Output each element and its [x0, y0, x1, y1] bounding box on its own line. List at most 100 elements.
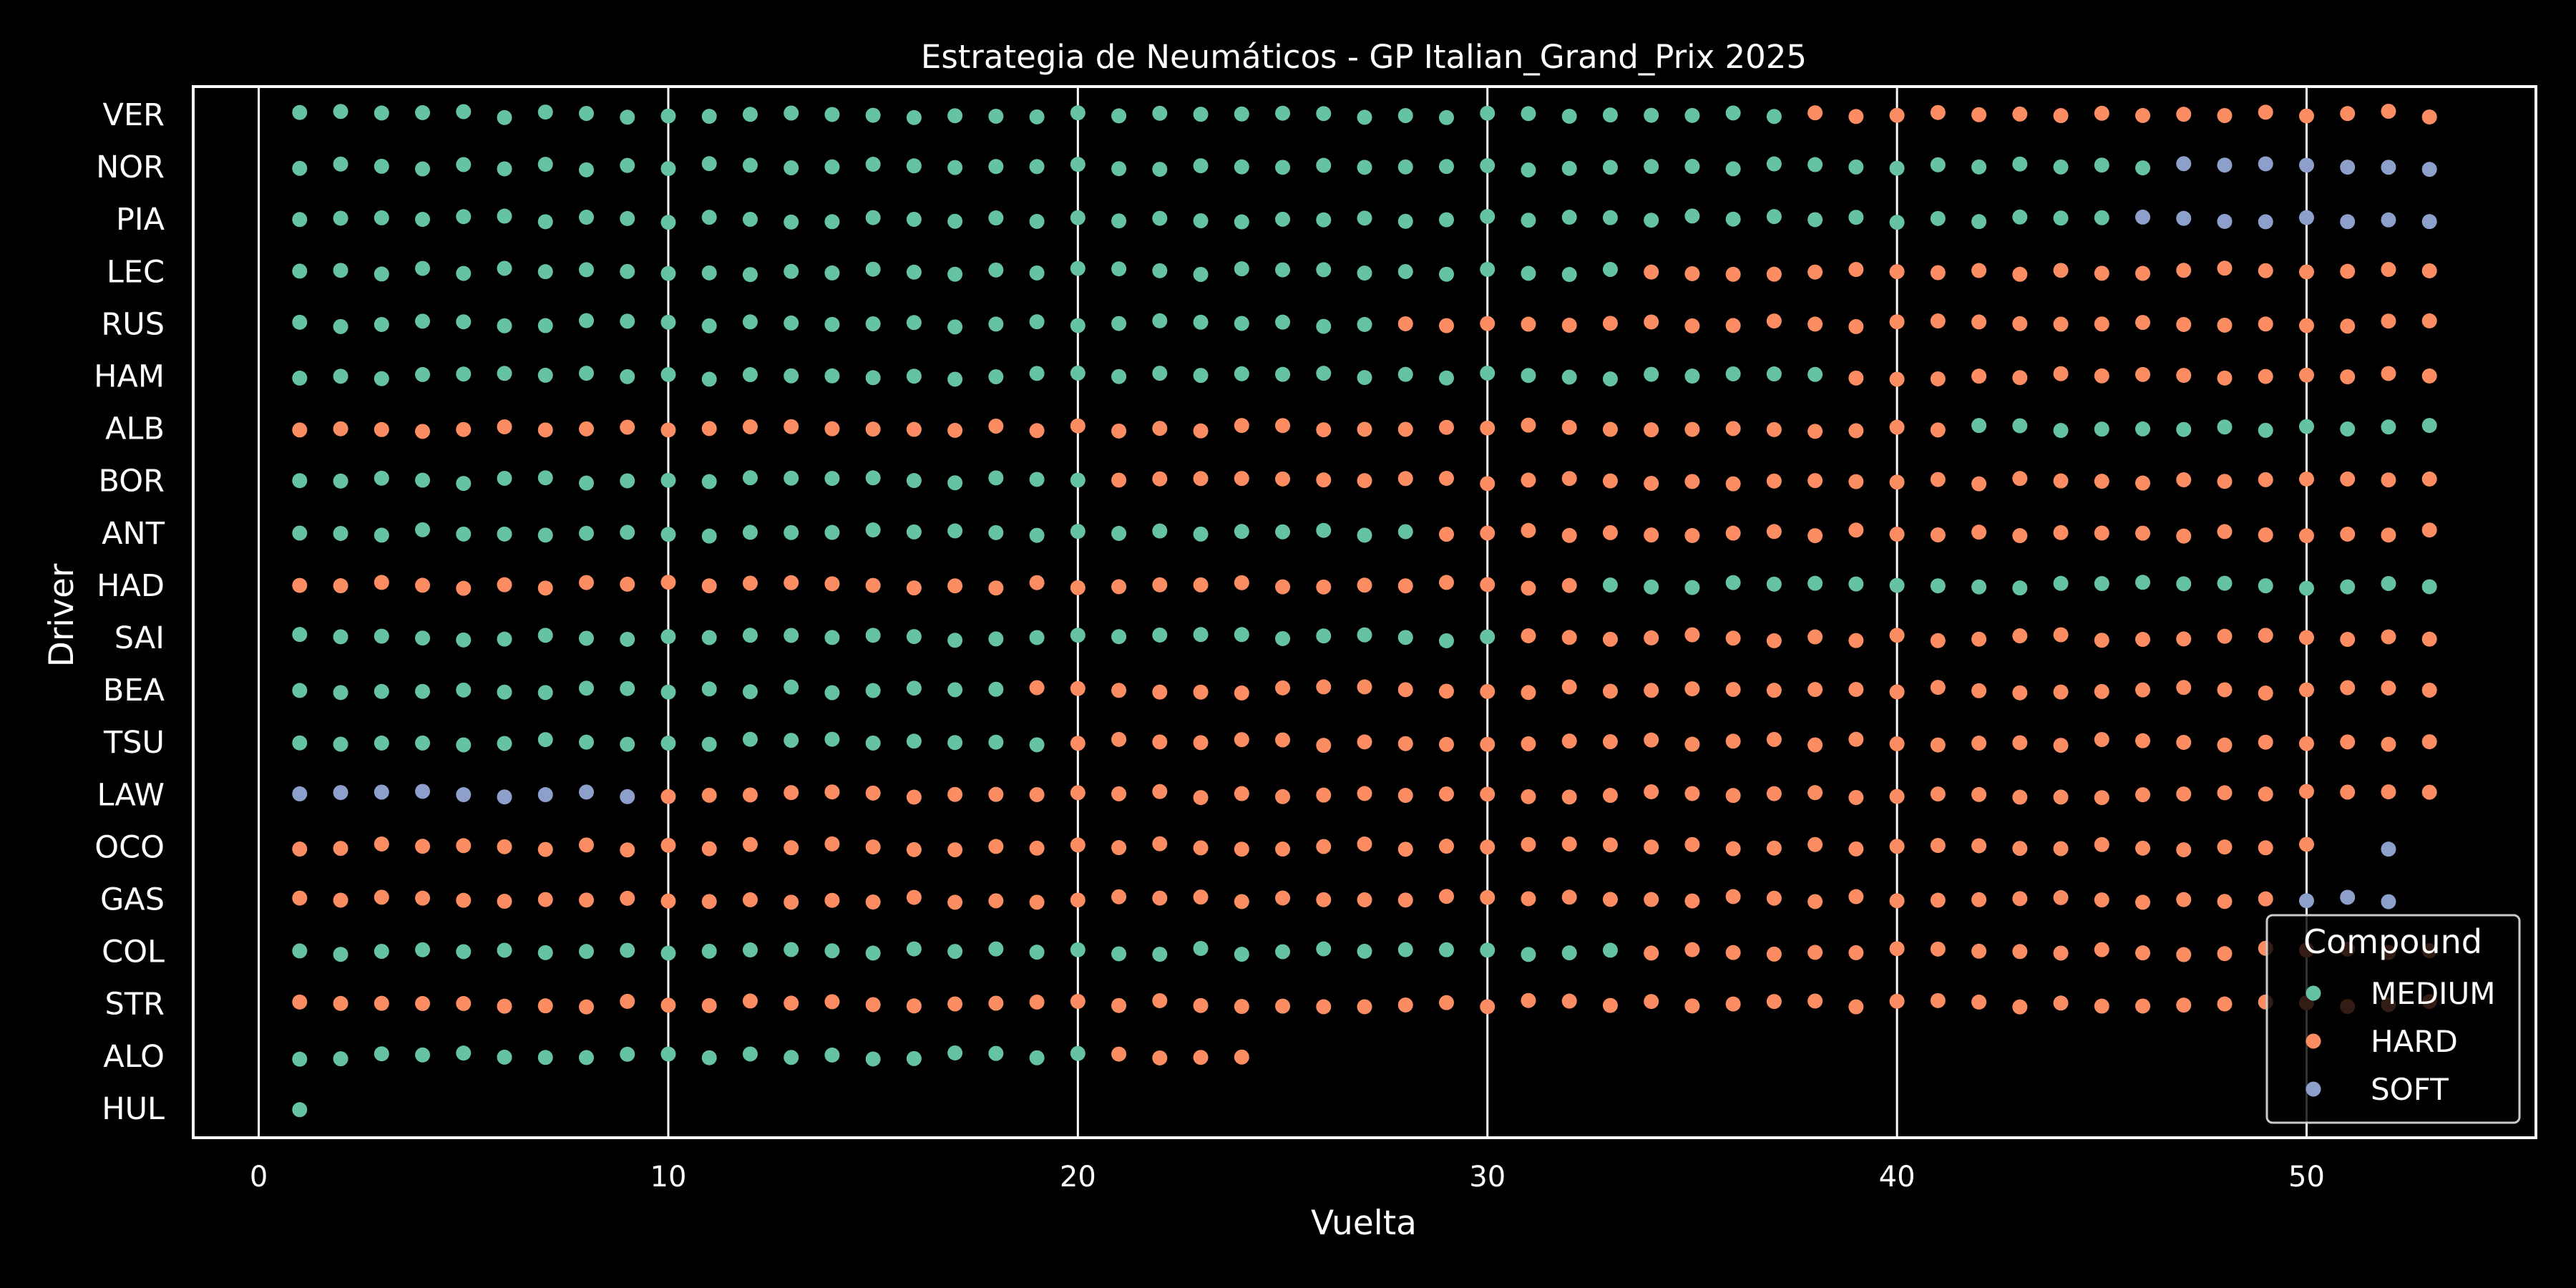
lap-point-oco-41-hard: [1930, 838, 1946, 854]
lap-point-ant-2-medium: [333, 525, 348, 541]
lap-point-pia-39-medium: [1848, 210, 1864, 225]
lap-point-tsu-6-medium: [497, 736, 512, 751]
lap-point-pia-26-medium: [1316, 212, 1332, 228]
lap-point-bor-24-hard: [1234, 471, 1249, 487]
lap-point-ver-1-medium: [292, 104, 308, 120]
lap-point-sai-38-hard: [1807, 629, 1823, 645]
lap-point-alb-48-medium: [2217, 419, 2233, 435]
lap-point-nor-1-medium: [292, 160, 308, 176]
lap-point-lec-26-medium: [1316, 262, 1332, 278]
lap-point-str-35-hard: [1684, 998, 1700, 1014]
lap-point-sai-49-hard: [2258, 628, 2273, 643]
lap-point-sai-34-hard: [1644, 630, 1659, 645]
lap-point-rus-51-hard: [2340, 318, 2356, 334]
lap-point-col-30-medium: [1480, 942, 1496, 958]
lap-point-tsu-44-hard: [2053, 738, 2069, 753]
lap-point-bor-8-medium: [578, 475, 594, 491]
lap-point-gas-8-hard: [578, 892, 594, 908]
lap-point-alo-6-medium: [497, 1049, 512, 1065]
lap-point-sai-2-medium: [333, 629, 348, 645]
lap-point-alb-19-hard: [1029, 423, 1045, 439]
lap-point-bor-48-hard: [2217, 474, 2233, 489]
lap-point-pia-18-medium: [988, 210, 1004, 226]
lap-point-ant-24-medium: [1234, 524, 1249, 540]
lap-point-ver-48-hard: [2217, 108, 2233, 124]
lap-point-bea-48-hard: [2217, 682, 2233, 698]
lap-point-col-29-medium: [1438, 942, 1454, 957]
lap-point-col-39-hard: [1848, 945, 1864, 960]
lap-point-bea-30-hard: [1480, 683, 1496, 699]
lap-point-lec-33-medium: [1602, 261, 1618, 277]
lap-point-nor-2-medium: [333, 156, 348, 172]
lap-point-ant-44-hard: [2053, 525, 2069, 540]
lap-point-alb-44-medium: [2053, 423, 2069, 439]
lap-point-pia-43-medium: [2012, 209, 2028, 225]
lap-point-had-3-hard: [374, 575, 389, 590]
driver-label-sai: SAI: [114, 620, 165, 656]
legend-marker-soft: [2306, 1081, 2321, 1097]
lap-point-rus-37-hard: [1766, 313, 1782, 329]
lap-point-col-40-hard: [1889, 941, 1905, 957]
lap-point-rus-10-medium: [660, 314, 676, 330]
lap-point-had-41-medium: [1930, 578, 1946, 594]
lap-point-lec-7-medium: [537, 264, 553, 280]
lap-point-col-3-medium: [374, 944, 389, 960]
lap-point-tsu-42-hard: [1971, 736, 1987, 751]
lap-point-sai-11-medium: [701, 630, 717, 645]
lap-point-gas-51-soft: [2340, 889, 2356, 905]
lap-point-ver-12-medium: [742, 107, 758, 122]
lap-point-ant-13-medium: [784, 525, 799, 540]
lap-point-ham-36-medium: [1725, 366, 1741, 381]
lap-point-tsu-14-medium: [824, 731, 840, 747]
lap-point-tsu-36-hard: [1725, 733, 1741, 749]
lap-point-col-34-hard: [1644, 945, 1659, 961]
lap-point-law-19-hard: [1029, 786, 1045, 802]
lap-point-alb-1-hard: [292, 422, 308, 438]
lap-point-oco-11-hard: [701, 841, 717, 857]
lap-point-lec-46-hard: [2135, 265, 2151, 281]
lap-point-had-39-medium: [1848, 576, 1864, 592]
lap-point-rus-36-hard: [1725, 318, 1741, 333]
lap-point-oco-9-hard: [620, 842, 635, 858]
lap-point-had-24-hard: [1234, 575, 1249, 590]
lap-point-ham-17-medium: [947, 371, 963, 387]
lap-point-law-5-soft: [456, 787, 472, 803]
lap-point-oco-2-hard: [333, 841, 348, 857]
lap-point-tsu-30-hard: [1480, 736, 1496, 752]
lap-point-pia-47-soft: [2176, 210, 2192, 226]
lap-point-alo-3-medium: [374, 1046, 389, 1062]
x-tick-labels: 0 10 20 30 40 50: [250, 1161, 2325, 1194]
lap-point-pia-23-medium: [1193, 213, 1209, 228]
lap-point-str-11-hard: [701, 997, 717, 1013]
lap-point-rus-32-hard: [1561, 318, 1577, 333]
lap-point-had-21-hard: [1111, 579, 1127, 595]
lap-point-gas-3-hard: [374, 889, 389, 905]
lap-point-oco-40-hard: [1889, 839, 1905, 854]
lap-point-sai-5-medium: [456, 632, 472, 648]
lap-point-pia-50-soft: [2298, 210, 2314, 225]
lap-point-lec-11-medium: [701, 265, 717, 280]
lap-point-ver-21-medium: [1111, 108, 1127, 124]
lap-point-ant-9-medium: [620, 525, 635, 540]
lap-point-ant-20-medium: [1070, 524, 1085, 540]
lap-point-rus-19-medium: [1029, 314, 1045, 330]
legend-marker-medium: [2306, 985, 2321, 1001]
lap-point-oco-13-hard: [784, 840, 799, 856]
lap-point-nor-43-medium: [2012, 156, 2028, 172]
lap-point-had-28-hard: [1397, 578, 1413, 594]
lap-point-rus-9-medium: [620, 313, 635, 329]
lap-point-gas-22-hard: [1152, 890, 1168, 906]
lap-point-had-13-hard: [784, 575, 799, 590]
lap-point-ant-53-hard: [2421, 522, 2437, 538]
lap-point-lec-24-medium: [1234, 261, 1249, 277]
lap-point-tsu-27-hard: [1357, 734, 1372, 750]
lap-point-alb-9-hard: [620, 419, 635, 435]
lap-point-lec-30-medium: [1480, 261, 1496, 277]
lap-point-gas-37-hard: [1766, 890, 1782, 906]
lap-point-col-43-hard: [2012, 944, 2028, 960]
lap-point-lec-50-hard: [2298, 264, 2314, 280]
lap-point-oco-33-hard: [1602, 837, 1618, 853]
lap-point-ham-26-medium: [1316, 366, 1332, 381]
driver-label-ver: VER: [103, 97, 165, 133]
lap-point-ant-1-medium: [292, 525, 308, 541]
